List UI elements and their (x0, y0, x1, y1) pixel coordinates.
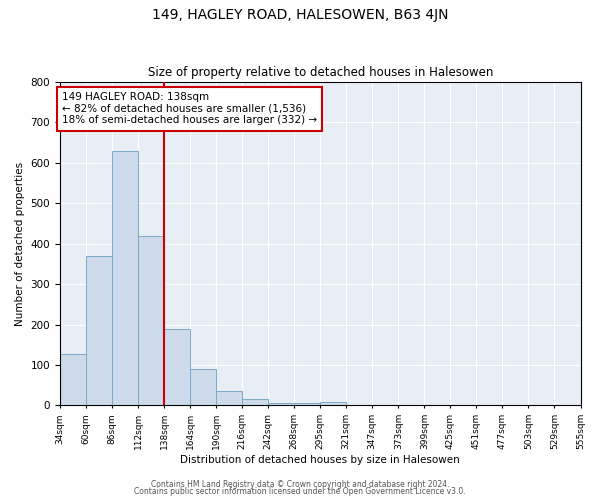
Bar (268, 404, 294, 406)
Bar (164, 328, 190, 406)
Bar (86, 256, 112, 406)
Text: 149, HAGLEY ROAD, HALESOWEN, B63 4JN: 149, HAGLEY ROAD, HALESOWEN, B63 4JN (152, 8, 448, 22)
Y-axis label: Number of detached properties: Number of detached properties (15, 162, 25, 326)
X-axis label: Distribution of detached houses by size in Halesowen: Distribution of detached houses by size … (181, 455, 460, 465)
Bar (294, 404, 320, 406)
Bar (112, 151, 138, 406)
Bar (320, 402, 346, 406)
Text: 149 HAGLEY ROAD: 138sqm
← 82% of detached houses are smaller (1,536)
18% of semi: 149 HAGLEY ROAD: 138sqm ← 82% of detache… (62, 92, 317, 126)
Bar (242, 400, 268, 406)
Title: Size of property relative to detached houses in Halesowen: Size of property relative to detached ho… (148, 66, 493, 80)
Text: Contains HM Land Registry data © Crown copyright and database right 2024.: Contains HM Land Registry data © Crown c… (151, 480, 449, 489)
Bar (138, 236, 164, 406)
Bar (190, 369, 216, 406)
Bar (60, 354, 86, 406)
Bar (216, 392, 242, 406)
Text: Contains public sector information licensed under the Open Government Licence v3: Contains public sector information licen… (134, 487, 466, 496)
